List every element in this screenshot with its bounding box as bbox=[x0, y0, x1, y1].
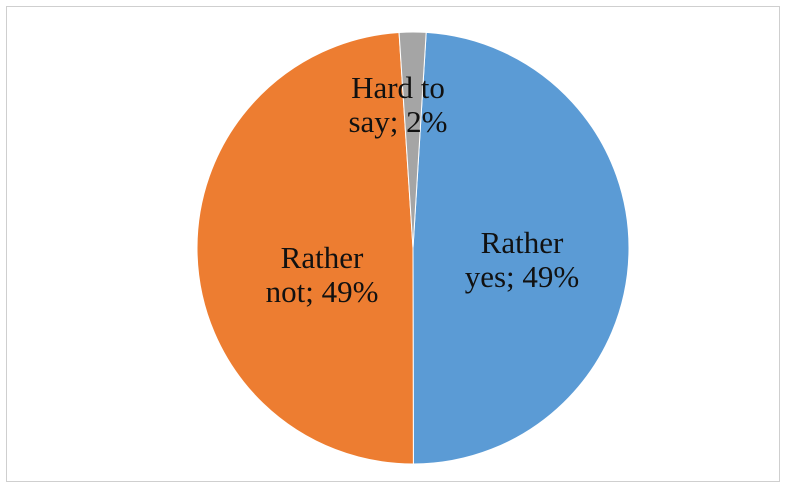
pie-label-line: Rather bbox=[281, 240, 364, 275]
pie-label-line: not; 49% bbox=[266, 274, 379, 309]
pie-slice-hard-to-say bbox=[398, 31, 427, 249]
pie-label-line: Hard to bbox=[351, 70, 445, 105]
pie-label-rather-yes: Rather yes; 49% bbox=[465, 225, 580, 294]
pie-slice-rather-not bbox=[196, 31, 414, 465]
pie-label-line: Rather bbox=[481, 225, 564, 260]
pie-label-rather-not: Rather not; 49% bbox=[266, 240, 379, 309]
pie-label-line: yes; 49% bbox=[465, 259, 580, 294]
pie-slice-rather-yes bbox=[412, 31, 630, 465]
pie-label-line: say; 2% bbox=[348, 104, 447, 139]
pie-label-hard-to-say: Hard to say; 2% bbox=[348, 70, 447, 139]
